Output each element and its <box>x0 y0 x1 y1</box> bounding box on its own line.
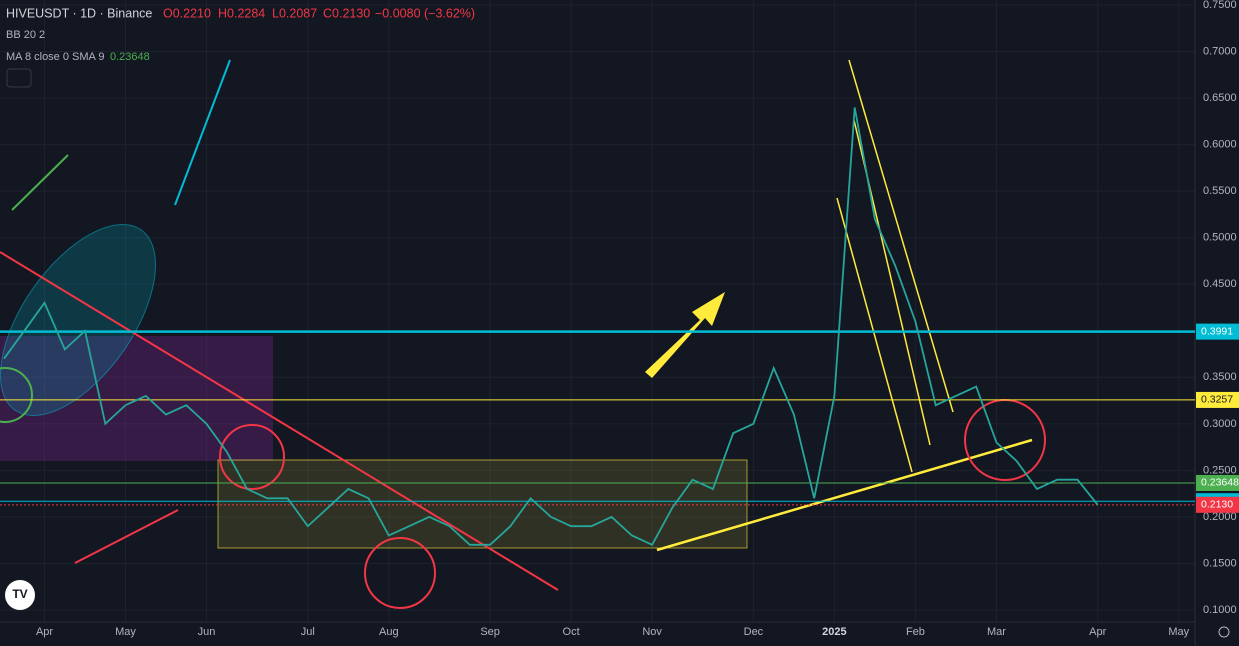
trendline <box>836 197 913 473</box>
arrow <box>11 154 69 211</box>
settings[interactable] <box>1218 626 1230 638</box>
level-badge <box>1196 323 1239 340</box>
y-tick-label: 0.4500 <box>1203 278 1237 290</box>
trendline <box>0 251 559 591</box>
circle <box>0 367 33 423</box>
y-tick-label: 0.5000 <box>1203 232 1237 244</box>
x-tick-label: Sep <box>480 626 500 638</box>
ohlc-change: −0.0080 (−3.62%) <box>375 6 475 20</box>
y-tick-label: 0.7500 <box>1203 0 1237 11</box>
level-badge <box>1196 496 1239 513</box>
y-tick-label: 0.1500 <box>1203 557 1237 569</box>
ohlc-open: O0.2210 <box>163 6 211 20</box>
x-tick-label: 2025 <box>822 626 846 638</box>
indicator[interactable]: MA 8 close 0 SMA 9 <box>6 51 104 63</box>
drawings <box>0 59 1046 609</box>
x-tick-label: Jul <box>301 626 315 638</box>
level-label: 0.23648 <box>1201 477 1239 489</box>
y-tick-label: 0.2000 <box>1203 511 1237 523</box>
range-box <box>217 459 748 549</box>
y-tick-label: 0.6000 <box>1203 139 1237 151</box>
x-tick-label: May <box>115 626 136 638</box>
y-tick-label: 0.7000 <box>1203 45 1237 57</box>
x-tick-label: Feb <box>906 626 925 638</box>
y-tick-label: 0.1000 <box>1203 604 1237 616</box>
x-tick-label: Oct <box>563 626 580 638</box>
ohlc-high: H0.2284 <box>218 6 265 20</box>
price-line <box>3 107 1099 546</box>
y-tick-label: 0.3500 <box>1203 371 1237 383</box>
trendline <box>848 59 954 413</box>
x-tick-label: Jun <box>198 626 216 638</box>
purple-zone <box>0 336 273 461</box>
x-tick-label: Dec <box>744 626 764 638</box>
level-label: 0.3991 <box>1201 325 1233 337</box>
x-tick-label: Nov <box>642 626 662 638</box>
x-tick-label: Mar <box>987 626 1006 638</box>
arrow <box>174 59 231 206</box>
y-axis-bg <box>1195 0 1239 646</box>
y-tick-label: 0.6500 <box>1203 92 1237 104</box>
y-tick-label: 0.3000 <box>1203 418 1237 430</box>
symbol: HIVEUSDT · 1D · Binance <box>6 6 152 20</box>
indicator-value: 0.23648 <box>110 51 150 63</box>
x-tick-label: May <box>1168 626 1189 638</box>
level-label: 0.3257 <box>1201 394 1233 406</box>
arrow <box>645 292 725 378</box>
circle <box>219 424 285 490</box>
ohlc-close: C0.2130 <box>323 6 370 20</box>
ellipse <box>0 224 157 416</box>
collapse-button[interactable] <box>6 68 32 88</box>
y-tick-label: 0.2500 <box>1203 464 1237 476</box>
logo-text: TV <box>12 587 27 601</box>
ohlc-low: L0.2087 <box>272 6 317 20</box>
x-tick-label: Apr <box>36 626 53 638</box>
level-badge <box>1196 391 1239 408</box>
circle <box>364 537 436 609</box>
indicator[interactable]: BB 20 2 <box>6 29 45 41</box>
x-tick-label: Apr <box>1089 626 1106 638</box>
level-label: 0.2130 <box>1201 499 1233 511</box>
y-tick-label: 0.5500 <box>1203 185 1237 197</box>
level-badge <box>1196 474 1239 491</box>
circle <box>964 399 1046 481</box>
x-tick-label: Aug <box>379 626 399 638</box>
arrow <box>74 509 179 564</box>
logo[interactable] <box>5 580 35 610</box>
